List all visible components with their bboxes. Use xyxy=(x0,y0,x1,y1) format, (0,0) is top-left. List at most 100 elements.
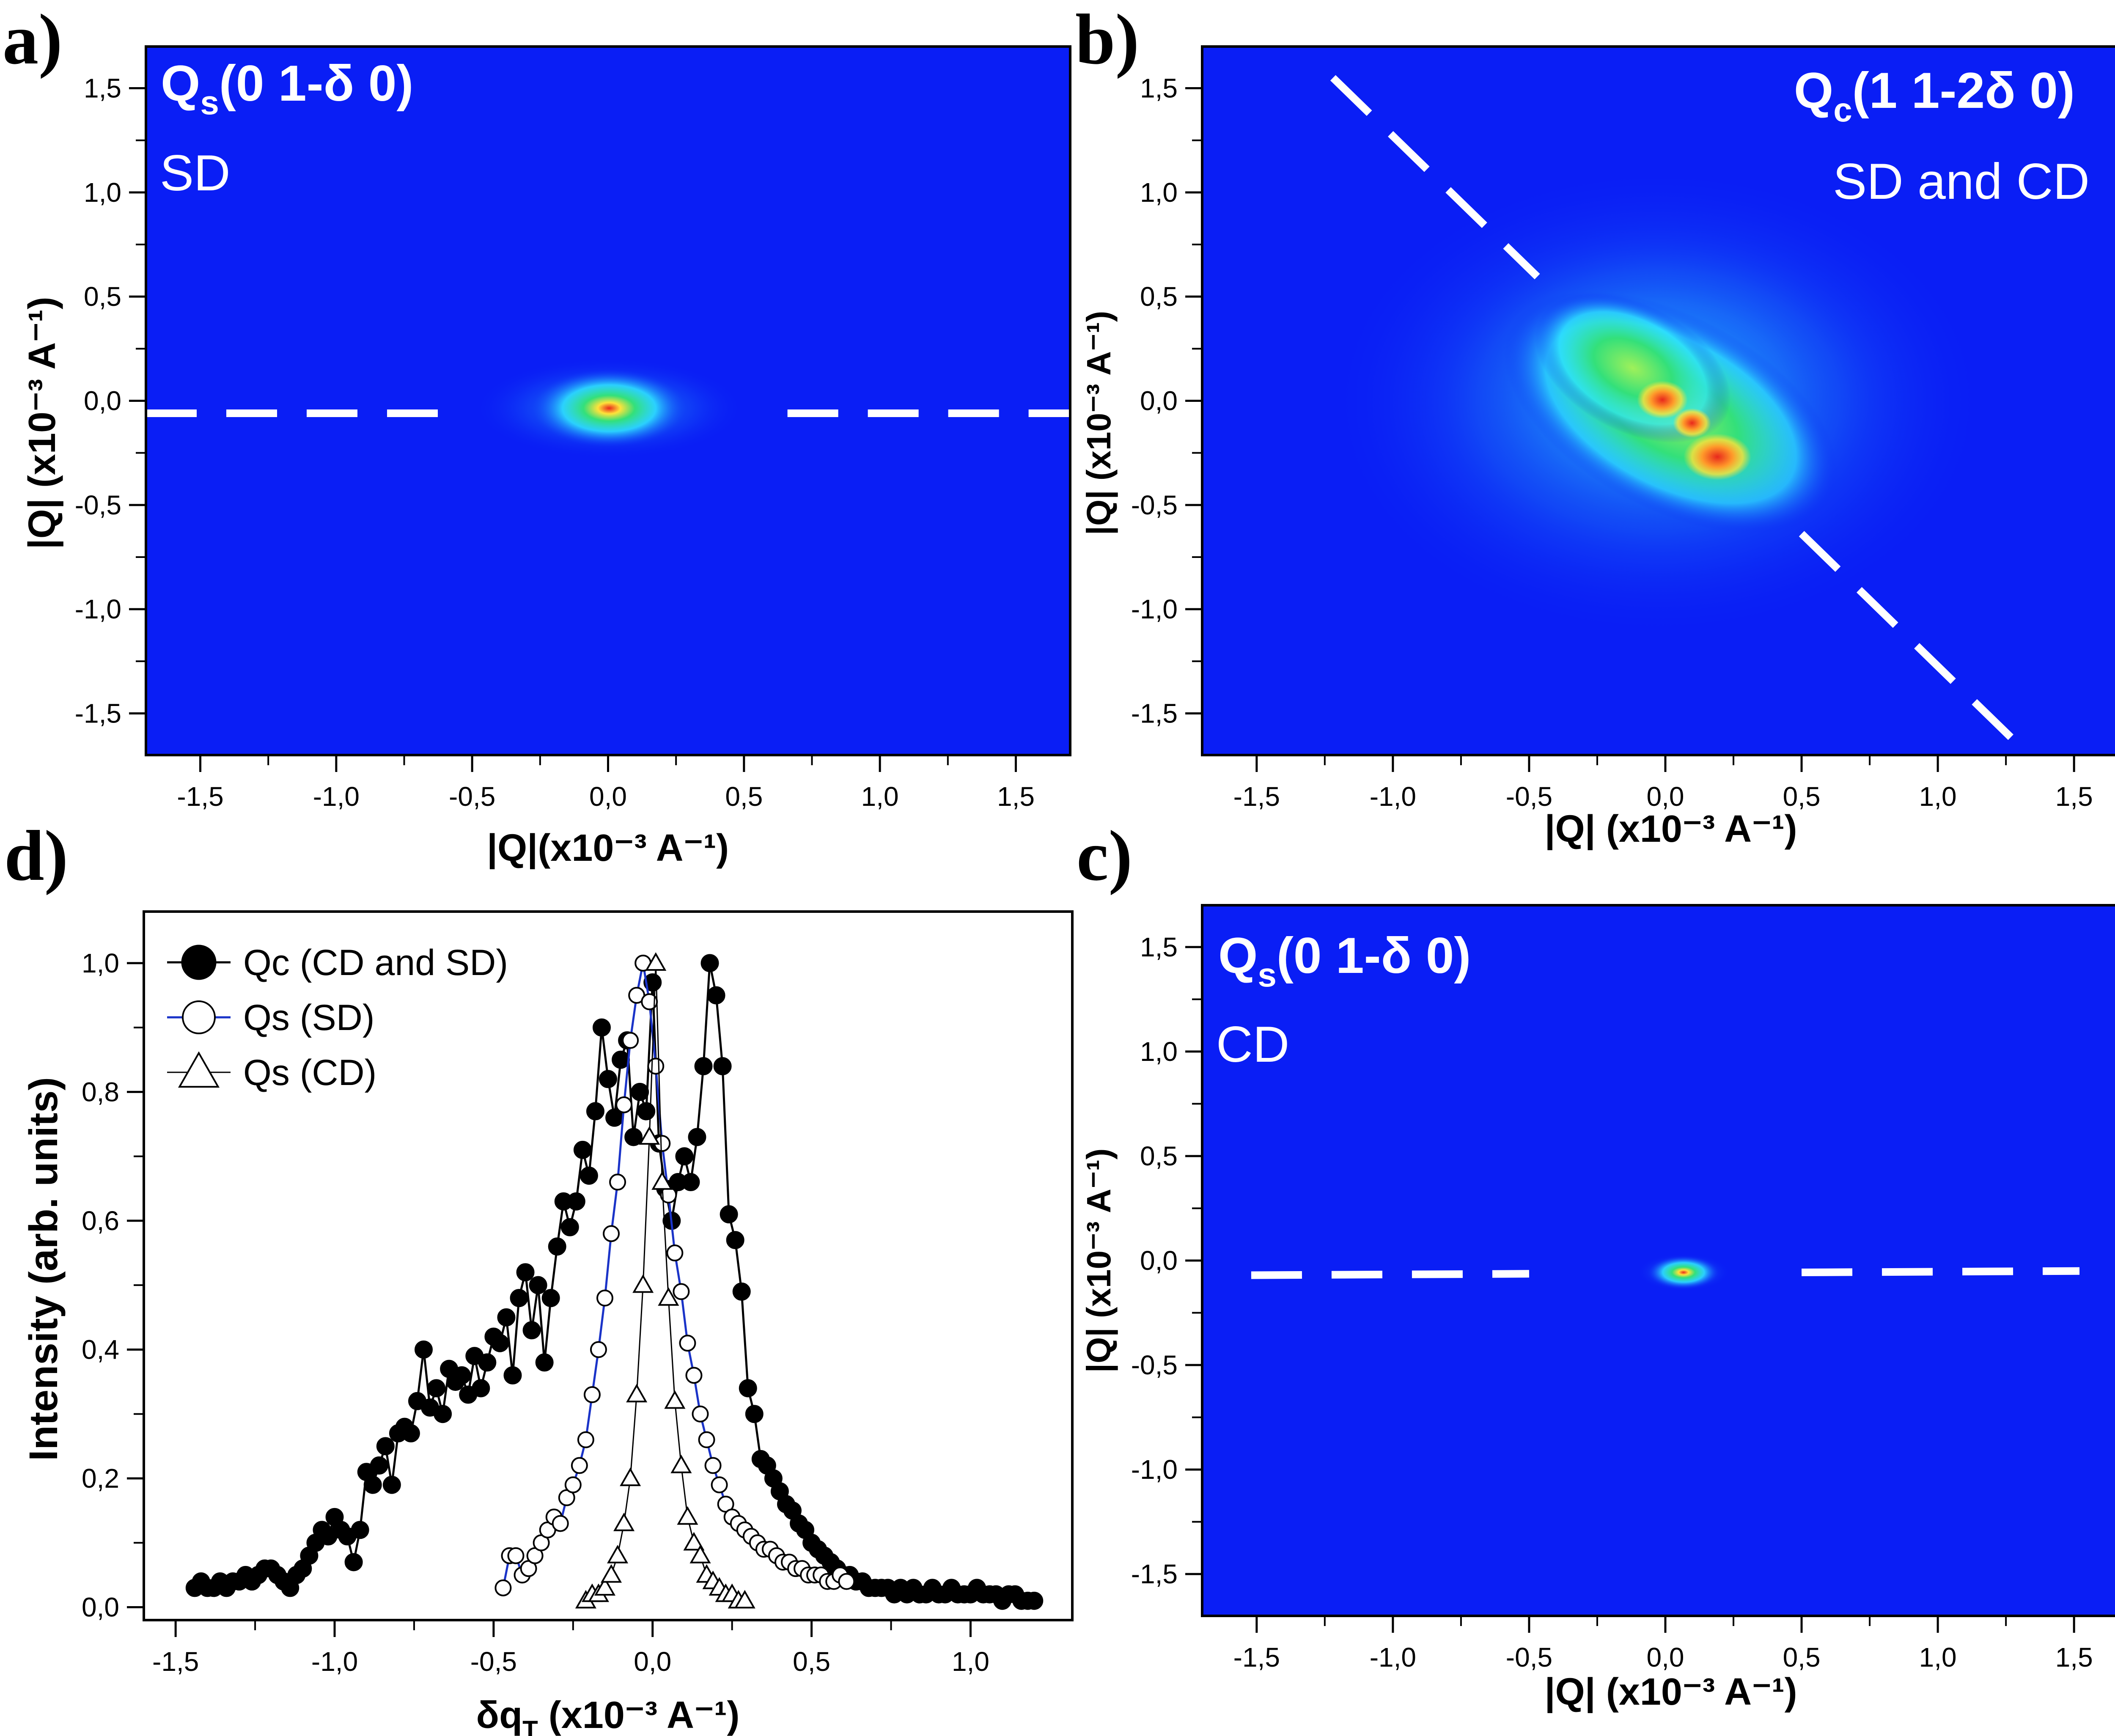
y-tick-label: 0,5 xyxy=(84,281,121,312)
x-tick-label: 0,0 xyxy=(1647,1642,1684,1673)
x-axis-label: |Q|(x10⁻³ A⁻¹) xyxy=(487,827,729,870)
x-tick-label: -1,0 xyxy=(313,781,360,812)
data-point-filled-circle xyxy=(491,1334,509,1352)
panel-d: d) -1,5 -1,0 -0,5 0,0 0,5 1,0 0,0 0,2 0,4 0,6 0,8 1… xyxy=(4,816,1074,1736)
data-point-filled-circle xyxy=(497,1308,516,1327)
panel-b: b) -1,5 -1,0 -0,5 0,0 0,5 1,0 1,51,51,00,50,0-… xyxy=(1075,0,2115,851)
y-tick-label: 0,2 xyxy=(82,1463,119,1494)
y-tick-label: -0,5 xyxy=(1131,490,1178,520)
data-point-filled-circle xyxy=(541,1289,560,1307)
y-tick-label: -1,0 xyxy=(1131,594,1178,624)
intensity-peak xyxy=(1328,165,1988,639)
dashed-segment xyxy=(1251,1270,1529,1279)
y-tick-label: 1,0 xyxy=(1140,177,1178,208)
legend-label: Qc (CD and SD) xyxy=(243,942,508,983)
data-point-filled-circle xyxy=(739,1379,757,1398)
data-point-filled-circle xyxy=(363,1475,382,1494)
data-point-filled-circle xyxy=(434,1405,452,1423)
data-point-open-triangle xyxy=(632,1274,654,1293)
data-point-open-triangle xyxy=(594,1577,616,1596)
data-point-open-circle xyxy=(711,1476,728,1494)
panel-c: c) -1,5 -1,0 -0,5 0,0 0,5 1,0 1,51,51,00,50,0-… xyxy=(1077,816,2115,1714)
data-point-filled-circle xyxy=(573,1140,592,1159)
x-tick-label: 0,0 xyxy=(1647,781,1684,812)
data-point-filled-circle xyxy=(503,1366,522,1384)
intensity-peak xyxy=(474,357,744,459)
x-tick-label: 1,0 xyxy=(861,781,899,812)
data-point-filled-circle xyxy=(681,1173,700,1192)
data-point-filled-circle xyxy=(580,1166,598,1185)
y-tick-label: 0,0 xyxy=(82,1592,119,1623)
y-tick-label: 0,8 xyxy=(82,1077,119,1107)
axes: -1,5 -1,0 -0,5 0,0 0,5 1,0 1,5 1,5 1,0 0,5 0,0 -0,5… xyxy=(1131,45,2115,812)
data-point-open-circle xyxy=(666,1244,684,1262)
legend: Qc (CD and SD) Qs (SD) Qs (CD) xyxy=(167,942,508,1093)
x-tick-label: -1,0 xyxy=(311,1646,358,1677)
data-point-open-circle xyxy=(838,1573,855,1590)
x-tick-label: 0,5 xyxy=(1783,1642,1821,1673)
data-point-filled-circle xyxy=(560,1218,579,1236)
data-point-filled-circle xyxy=(688,1128,706,1146)
data-point-filled-circle xyxy=(732,1282,751,1301)
dashed-segment xyxy=(1799,531,2017,743)
series-3 xyxy=(575,952,755,1609)
data-point-filled-circle xyxy=(535,1353,554,1372)
x-tick-label: -0,5 xyxy=(1506,1642,1552,1673)
map-subtitle: SD and CD xyxy=(1833,153,2090,210)
y-tick-label: -0,5 xyxy=(75,490,121,520)
data-point-filled-circle xyxy=(694,1057,713,1075)
x-tick-label: 1,0 xyxy=(1919,781,1957,812)
data-point-open-circle xyxy=(685,1367,703,1384)
data-point-filled-circle xyxy=(529,1276,547,1294)
y-tick-label: 0,4 xyxy=(82,1334,119,1365)
y-tick-label: 0,0 xyxy=(1140,386,1178,416)
legend-label: Qs (CD) xyxy=(243,1052,376,1093)
x-tick-label: 0,5 xyxy=(1783,781,1821,812)
y-tick-label: -1,5 xyxy=(1131,1559,1178,1589)
y-tick-label: 1,0 xyxy=(82,948,119,978)
data-point-open-triangle xyxy=(664,1390,686,1409)
data-point-open-circle xyxy=(692,1405,709,1423)
x-tick-label: 0,5 xyxy=(725,781,763,812)
y-axis-label: Intensity (arb. units) xyxy=(21,1077,66,1461)
x-axis-label: |Q| (x10⁻³ A⁻¹) xyxy=(1544,1671,1797,1714)
x-tick-label: -1,0 xyxy=(1370,1642,1416,1673)
axes: -1,5 -1,0 -0,5 0,0 0,5 1,0 1,5 1,5 1,0 0,5 0,0 -0,5… xyxy=(75,45,1071,812)
data-point-filled-circle xyxy=(592,1018,611,1037)
data-point-open-circle xyxy=(564,1476,582,1494)
series-2 xyxy=(494,954,855,1596)
data-point-filled-circle xyxy=(726,1231,744,1250)
data-point-open-circle xyxy=(603,1225,620,1242)
data-point-open-triangle xyxy=(683,1532,705,1551)
x-tick-label: -0,5 xyxy=(1506,781,1552,812)
panel-label-b: b) xyxy=(1075,0,1139,79)
map-title: Qs(0 1-δ 0) xyxy=(1218,927,1471,994)
data-point-filled-circle xyxy=(376,1437,395,1456)
data-point-open-circle xyxy=(673,1283,690,1300)
series-layer xyxy=(185,952,1044,1610)
legend-label: Qs (SD) xyxy=(243,997,375,1038)
x-tick-label: 1,0 xyxy=(952,1646,989,1677)
data-point-open-triangle xyxy=(734,1590,755,1609)
data-point-filled-circle xyxy=(745,1405,764,1423)
y-tick-label: 0,0 xyxy=(84,386,121,416)
x-tick-label: 0,5 xyxy=(793,1646,830,1677)
data-point-open-triangle xyxy=(677,1506,698,1525)
data-point-open-circle xyxy=(590,1341,607,1358)
data-point-filled-circle xyxy=(567,1192,585,1211)
data-point-filled-circle xyxy=(624,1128,643,1146)
x-tick-label: 1,5 xyxy=(2055,1642,2093,1673)
data-point-open-circle xyxy=(577,1431,594,1448)
data-point-filled-circle xyxy=(675,1147,694,1166)
data-point-open-circle xyxy=(494,1579,512,1596)
y-tick-label: 1,5 xyxy=(1140,73,1178,104)
axes: -1,5 -1,0 -0,5 0,0 0,5 1,0 0,0 0,2 0,4 0,6 0,8 1,0 xyxy=(82,910,1074,1677)
data-point-filled-circle xyxy=(478,1353,497,1372)
data-point-filled-circle xyxy=(401,1424,420,1442)
data-point-filled-circle xyxy=(612,1050,630,1069)
x-tick-label: -1,5 xyxy=(1233,781,1280,812)
data-point-filled-circle xyxy=(427,1379,446,1398)
data-point-open-circle xyxy=(182,1000,216,1034)
x-tick-label: -1,5 xyxy=(152,1646,199,1677)
panel-label-c: c) xyxy=(1077,816,1132,895)
